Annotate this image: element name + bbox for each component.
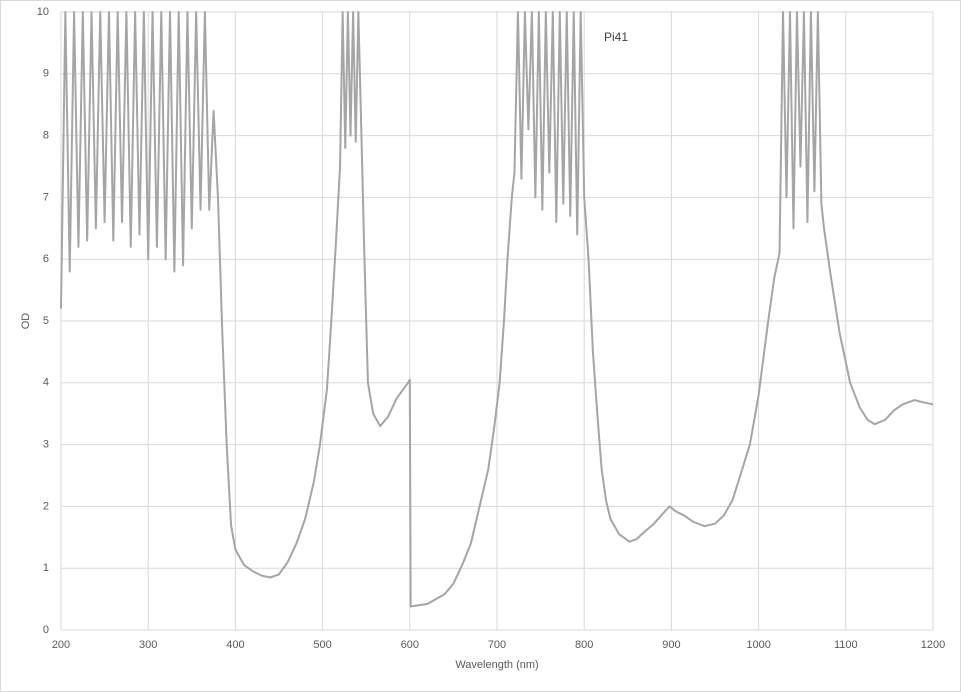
- y-tick-label: 5: [43, 315, 49, 327]
- y-tick-label: 9: [43, 68, 49, 80]
- x-tick-label: 500: [313, 639, 331, 651]
- x-tick-label: 900: [662, 639, 680, 651]
- x-tick-label: 1100: [834, 639, 858, 651]
- x-tick-label: 400: [226, 639, 244, 651]
- x-tick-label: 800: [575, 639, 593, 651]
- y-tick-label: 4: [43, 377, 49, 389]
- y-axis-label: OD: [20, 313, 32, 330]
- annotation: Pi41: [604, 30, 628, 44]
- x-tick-label: 600: [401, 639, 419, 651]
- x-tick-label: 300: [139, 639, 157, 651]
- y-tick-label: 10: [37, 6, 49, 18]
- y-tick-label: 6: [43, 253, 49, 265]
- y-tick-label: 1: [43, 562, 49, 574]
- y-tick-label: 2: [43, 500, 49, 512]
- x-tick-label: 700: [488, 639, 506, 651]
- y-tick-label: 8: [43, 130, 49, 142]
- x-tick-label: 1200: [921, 639, 945, 651]
- y-tick-label: 7: [43, 191, 49, 203]
- x-tick-label: 200: [52, 639, 70, 651]
- y-tick-label: 3: [43, 439, 49, 451]
- data-line: [60, 11, 934, 608]
- x-tick-label: 1000: [746, 639, 770, 651]
- x-axis-label: Wavelength (nm): [455, 659, 538, 671]
- y-tick-label: 0: [43, 624, 49, 636]
